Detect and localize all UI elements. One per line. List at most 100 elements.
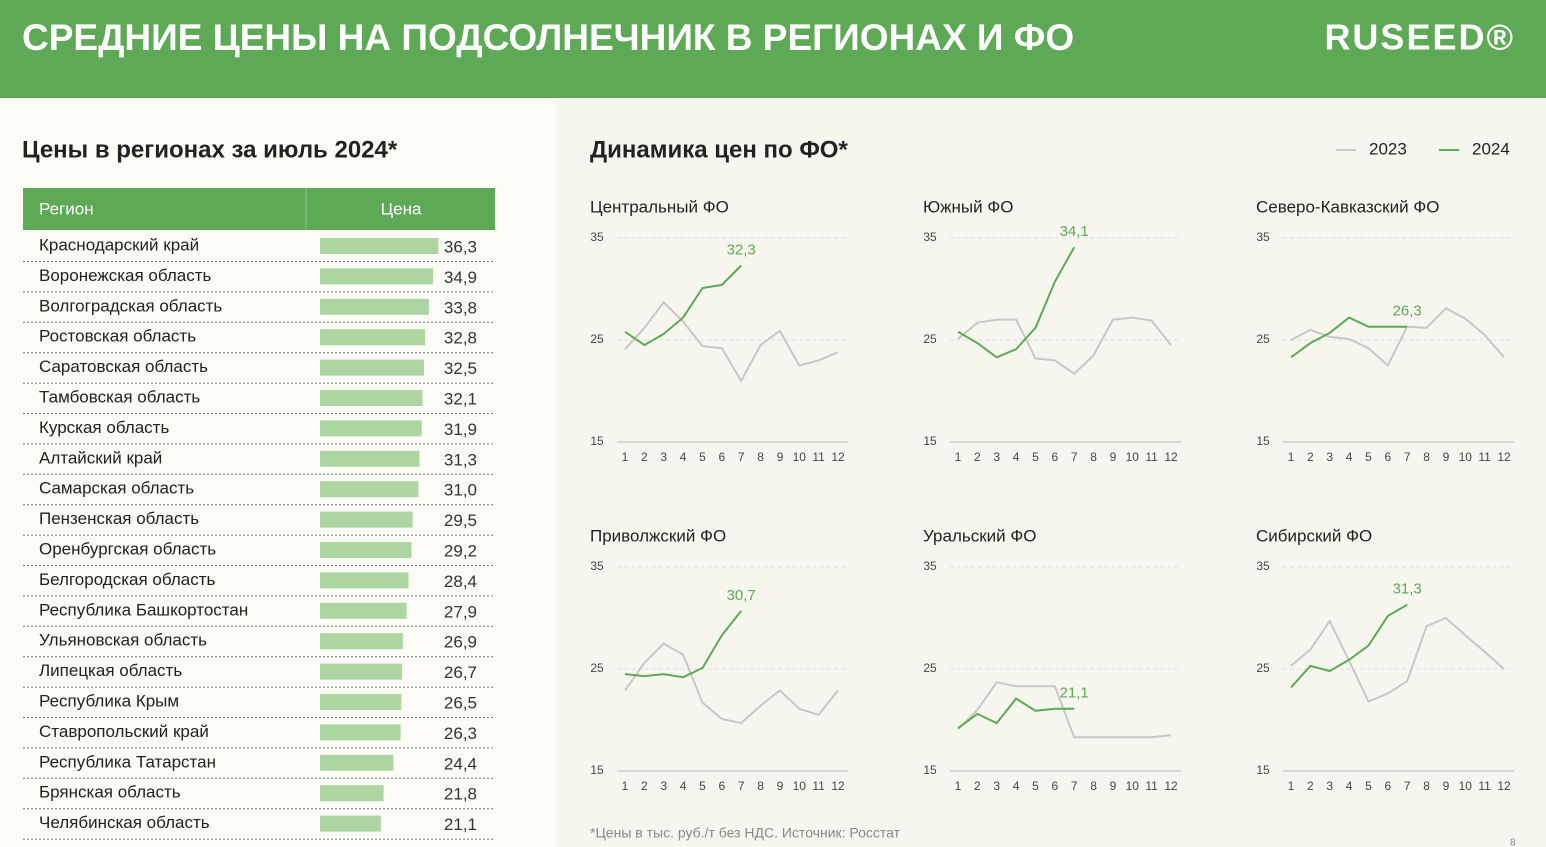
price-bar (320, 420, 422, 437)
y-tick-label: 25 (590, 661, 604, 675)
legend-label: 2024 (1472, 139, 1510, 158)
chart-title: Сибирский ФО (1256, 526, 1372, 545)
value-label: 34,1 (1060, 223, 1089, 240)
region-name: Самарская область (39, 479, 194, 498)
header-bar (0, 0, 1546, 98)
x-tick-label: 6 (718, 450, 725, 464)
price-bar (320, 633, 403, 650)
value-label: 26,3 (1393, 303, 1422, 320)
x-tick-label: 9 (1443, 450, 1450, 464)
region-name: Тамбовская область (39, 387, 200, 406)
region-name: Республика Крым (39, 691, 179, 710)
left-title: Цены в регионах за июль 2024* (22, 136, 398, 163)
price-bar (320, 390, 423, 406)
right-panel (556, 0, 1546, 847)
price-label: 31,9 (444, 420, 477, 439)
price-bar (320, 572, 409, 589)
x-tick-label: 6 (1051, 450, 1058, 464)
price-label: 29,2 (444, 541, 477, 560)
chart-title: Центральный ФО (590, 197, 729, 216)
x-tick-label: 5 (699, 779, 706, 793)
series-line (957, 316, 1172, 375)
x-tick-label: 5 (1032, 450, 1039, 464)
x-tick-label: 12 (831, 779, 845, 793)
y-tick-label: 35 (1256, 559, 1270, 573)
right-title: Динамика цен по ФО* (590, 136, 848, 163)
chart-title: Приволжский ФО (590, 526, 726, 545)
price-bar (320, 542, 412, 558)
x-tick-label: 4 (1346, 779, 1353, 793)
x-tick-label: 10 (1459, 450, 1473, 464)
x-tick-label: 8 (757, 450, 764, 464)
x-tick-label: 3 (1326, 779, 1333, 793)
region-name: Липецкая область (39, 661, 182, 680)
region-name: Воронежская область (39, 266, 212, 285)
y-tick-label: 15 (1256, 763, 1270, 777)
x-tick-label: 5 (1365, 779, 1372, 793)
price-label: 33,8 (444, 298, 477, 317)
x-tick-label: 11 (1145, 450, 1158, 464)
x-tick-label: 4 (680, 779, 687, 793)
region-name: Краснодарский край (39, 235, 199, 254)
x-tick-label: 9 (1443, 779, 1450, 793)
chart-title: Северо-Кавказский ФО (1256, 197, 1439, 216)
x-tick-label: 4 (1013, 450, 1020, 464)
y-tick-label: 15 (590, 763, 604, 777)
x-tick-label: 4 (1346, 450, 1353, 464)
left-panel (0, 0, 556, 847)
x-tick-label: 2 (641, 779, 648, 793)
chart-title: Южный ФО (923, 197, 1014, 216)
y-tick-label: 25 (590, 332, 604, 346)
x-tick-label: 10 (1126, 779, 1140, 793)
y-tick-label: 25 (1256, 661, 1270, 675)
value-label: 30,7 (727, 587, 756, 604)
series-line (1290, 316, 1408, 359)
price-label: 21,8 (444, 785, 477, 804)
y-tick-label: 15 (923, 763, 937, 777)
series-line (957, 697, 1075, 730)
x-tick-label: 7 (738, 779, 745, 793)
y-tick-label: 25 (1256, 332, 1270, 346)
price-label: 26,3 (444, 724, 477, 743)
price-bar (320, 724, 401, 741)
region-name: Республика Татарстан (39, 752, 216, 771)
x-tick-label: 4 (1013, 779, 1020, 793)
price-label: 24,4 (444, 754, 477, 773)
price-label: 32,8 (444, 329, 477, 348)
x-tick-label: 3 (660, 779, 667, 793)
x-tick-label: 4 (680, 450, 687, 464)
x-tick-label: 10 (793, 450, 807, 464)
x-tick-label: 9 (1110, 450, 1117, 464)
x-tick-label: 1 (1288, 450, 1295, 464)
table-header (23, 188, 495, 230)
price-bar (320, 481, 419, 498)
logo: RUSEED® (1324, 17, 1515, 58)
price-label: 36,3 (444, 237, 477, 256)
x-tick-label: 1 (955, 779, 962, 793)
x-tick-label: 1 (1288, 779, 1295, 793)
x-tick-label: 7 (1404, 450, 1411, 464)
x-tick-label: 3 (993, 779, 1000, 793)
region-name: Челябинская область (39, 813, 210, 832)
region-name: Волгоградская область (39, 296, 222, 315)
price-bar (320, 450, 420, 467)
x-tick-label: 12 (1497, 779, 1511, 793)
price-label: 26,5 (444, 693, 477, 712)
x-tick-label: 2 (974, 779, 981, 793)
y-tick-label: 25 (923, 332, 937, 346)
region-name: Ставропольский край (39, 722, 209, 741)
region-name: Ростовская область (39, 327, 196, 346)
legend-label: 2023 (1369, 139, 1407, 158)
price-label: 28,4 (444, 572, 477, 591)
price-label: 31,0 (444, 481, 477, 500)
price-label: 27,9 (444, 602, 477, 621)
x-tick-label: 6 (1051, 779, 1058, 793)
x-tick-label: 3 (1326, 450, 1333, 464)
price-label: 29,5 (444, 511, 477, 530)
x-tick-label: 2 (974, 450, 981, 464)
x-tick-label: 12 (831, 450, 845, 464)
series-line (957, 681, 1172, 739)
price-bar (320, 663, 403, 680)
x-tick-label: 8 (1423, 450, 1430, 464)
price-label: 21,1 (444, 815, 477, 834)
